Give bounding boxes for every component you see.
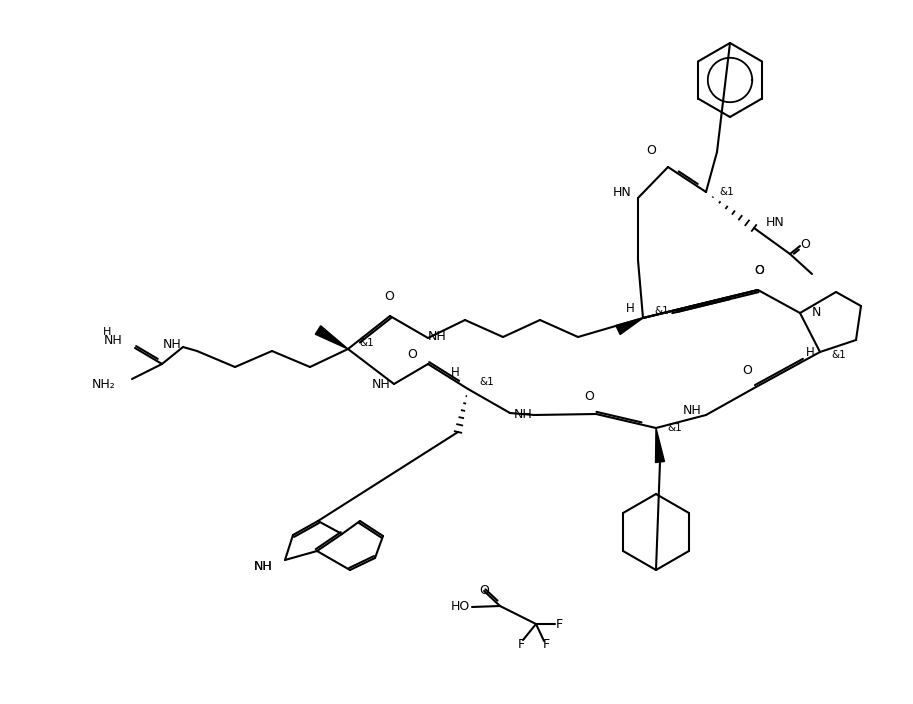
Text: NH: NH [372, 377, 390, 391]
Text: O: O [479, 584, 489, 598]
Text: H: H [451, 367, 459, 379]
Polygon shape [656, 428, 665, 463]
Text: H: H [625, 301, 635, 315]
Text: NH: NH [253, 560, 272, 574]
Text: &1: &1 [654, 306, 668, 316]
Text: F: F [555, 619, 562, 631]
Text: NH: NH [514, 408, 532, 420]
Text: F: F [518, 638, 525, 650]
Text: &1: &1 [719, 187, 734, 197]
Text: O: O [384, 291, 394, 303]
Text: NH: NH [163, 337, 181, 351]
Text: HN: HN [766, 215, 785, 229]
Text: &1: &1 [831, 350, 845, 360]
Text: H: H [805, 346, 814, 358]
Text: H: H [103, 327, 111, 337]
Text: O: O [584, 389, 594, 403]
Text: O: O [754, 265, 764, 277]
Text: O: O [800, 237, 810, 251]
Text: O: O [742, 363, 752, 377]
Text: O: O [407, 348, 417, 360]
Text: O: O [646, 144, 656, 156]
Text: HN: HN [614, 185, 632, 199]
Polygon shape [616, 318, 643, 334]
Polygon shape [315, 326, 348, 349]
Text: &1: &1 [479, 377, 494, 387]
Text: O: O [754, 265, 764, 277]
Text: NH: NH [253, 560, 272, 574]
Text: &1: &1 [359, 338, 373, 348]
Text: N: N [812, 306, 822, 320]
Text: NH: NH [428, 329, 446, 343]
Text: NH: NH [103, 334, 122, 348]
Text: HO: HO [451, 601, 470, 613]
Text: &1: &1 [667, 423, 682, 433]
Text: NH₂: NH₂ [91, 379, 115, 391]
Text: F: F [542, 639, 550, 651]
Text: NH: NH [683, 405, 702, 417]
